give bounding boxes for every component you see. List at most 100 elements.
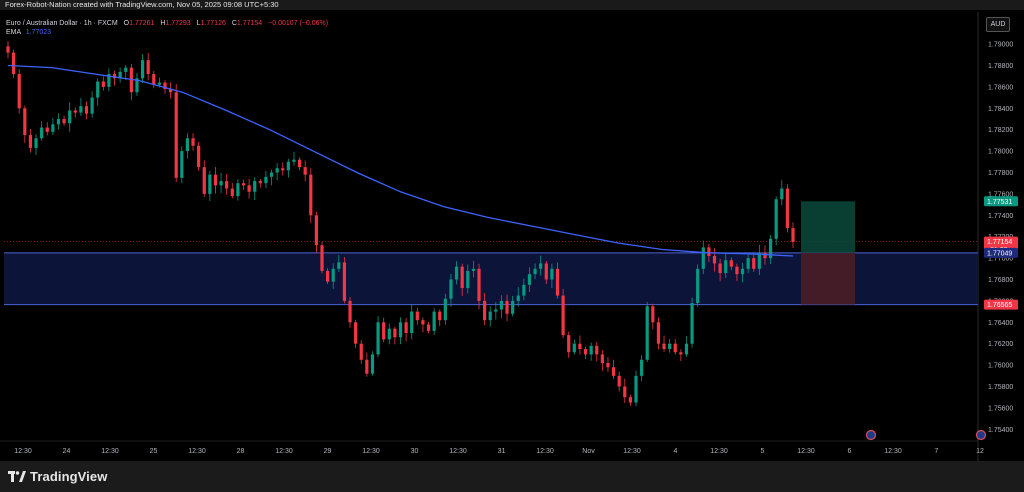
candle-body	[337, 262, 341, 269]
candle-body	[550, 268, 554, 280]
candle-body	[393, 328, 397, 338]
candle-body	[180, 151, 184, 178]
price-label-box	[984, 247, 1018, 258]
candle-body	[752, 258, 756, 269]
candle-body	[466, 270, 470, 289]
high-value: 1.77293	[165, 20, 191, 27]
x-tick-label: 28	[237, 448, 245, 455]
candle-body	[230, 188, 234, 197]
symbol-legend-row: Euro / Australian Dollar · 1h · FXCM O1.…	[6, 19, 328, 28]
candle-body	[511, 300, 515, 314]
symbol-name[interactable]: Euro / Australian Dollar · 1h · FXCM	[6, 20, 118, 27]
candle-body	[331, 268, 335, 282]
y-tick-label: 1.78400	[988, 106, 1013, 113]
economic-event-icon[interactable]	[975, 429, 987, 441]
candle-body	[365, 359, 369, 374]
candle-body	[668, 343, 672, 350]
candle-body	[281, 168, 285, 171]
candle-body	[623, 386, 627, 398]
tradingview-logo[interactable]: TradingView	[8, 469, 107, 484]
tradingview-brand: TradingView	[30, 469, 108, 484]
x-tick-label: 12:30	[797, 448, 815, 455]
candle-body	[225, 181, 229, 189]
candle-body	[118, 71, 122, 79]
candle-body	[606, 362, 610, 368]
x-tick-label: 12:30	[449, 448, 467, 455]
candle-body	[370, 354, 375, 374]
candle-body	[527, 274, 532, 285]
candle-body	[326, 270, 330, 282]
candle-body	[191, 138, 195, 146]
y-tick-label: 1.77600	[988, 191, 1013, 198]
candle-body	[707, 247, 711, 256]
candle-body	[219, 181, 223, 186]
x-tick-label: 24	[63, 448, 71, 455]
x-tick-label: 12:30	[101, 448, 119, 455]
x-tick-label: 12:30	[362, 448, 380, 455]
candle-body	[471, 268, 475, 271]
candle-body	[494, 309, 498, 312]
change-value: −0.00107 (−0.06%)	[268, 20, 329, 27]
x-tick-label: 12	[976, 448, 984, 455]
economic-event-icon[interactable]	[865, 429, 877, 441]
candle-body	[264, 176, 268, 184]
candle-body	[477, 268, 481, 301]
price-label-text: 1.76565	[987, 302, 1012, 309]
candle-body	[101, 81, 105, 87]
position-target-area	[801, 201, 855, 253]
candle-body	[297, 159, 302, 168]
y-tick-label: 1.76800	[988, 277, 1013, 284]
candle-body	[275, 168, 279, 173]
close-label: C	[231, 20, 237, 27]
x-tick-label: 12:30	[710, 448, 728, 455]
y-tick-label: 1.76000	[988, 363, 1013, 370]
candle-body	[146, 60, 150, 75]
x-tick-label: 30	[411, 448, 419, 455]
candle-body	[460, 266, 464, 289]
ema-label[interactable]: EMA	[6, 29, 21, 36]
candle-body	[673, 343, 677, 353]
candle-body	[583, 349, 588, 355]
candle-body	[320, 245, 324, 271]
candle-body	[696, 268, 700, 304]
candle-body	[40, 127, 44, 139]
candle-body	[729, 260, 733, 267]
x-tick-label: 12:30	[623, 448, 641, 455]
currency-button[interactable]: AUD	[986, 17, 1010, 32]
candle-body	[735, 266, 739, 275]
candle-body	[6, 46, 10, 53]
candle-body	[62, 119, 66, 124]
candle-body	[415, 311, 419, 321]
candle-body	[561, 295, 565, 336]
candle-body	[140, 60, 145, 79]
candle-body	[768, 238, 773, 259]
candle-body	[354, 322, 358, 344]
candle-body	[595, 345, 599, 355]
candle-body	[68, 110, 72, 124]
candle-body	[253, 181, 257, 192]
close-value: 1.77154	[236, 20, 263, 27]
candle-body	[208, 174, 212, 194]
candle-body	[421, 320, 425, 325]
candle-body	[679, 352, 683, 355]
position-stop-area	[801, 252, 855, 305]
candle-body	[617, 375, 621, 387]
candle-body	[107, 74, 111, 87]
candle-body	[656, 322, 661, 344]
ema-value: 1.77023	[25, 29, 52, 36]
candle-body	[23, 108, 27, 136]
y-tick-label: 1.78600	[988, 84, 1013, 91]
y-tick-label: 1.75800	[988, 384, 1013, 391]
x-tick-label: 12:30	[536, 448, 554, 455]
candle-body	[740, 268, 745, 275]
x-tick-label: 31	[498, 448, 506, 455]
candle-body	[718, 263, 722, 274]
candle-body	[79, 106, 83, 113]
x-tick-label: 12:30	[275, 448, 293, 455]
candle-body	[90, 97, 94, 114]
candle-body	[578, 343, 582, 350]
low-label: L	[196, 20, 201, 27]
candle-body	[152, 74, 156, 85]
x-tick-label: 25	[150, 448, 158, 455]
